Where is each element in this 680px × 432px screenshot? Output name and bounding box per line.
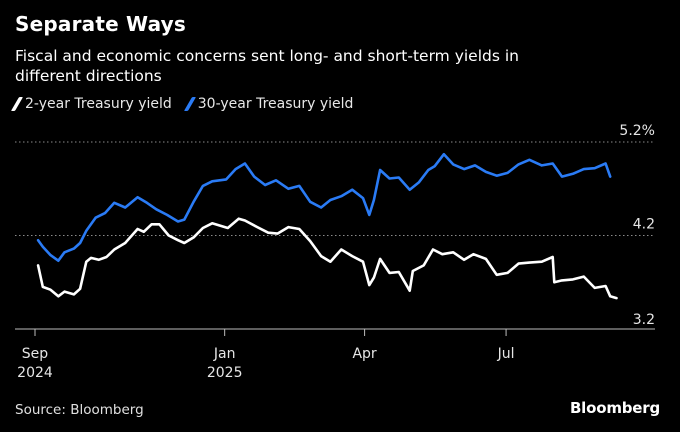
- x-tick-label-2: Apr: [352, 346, 376, 362]
- x-tick-label-1: Jan: [213, 346, 236, 362]
- x-tick-label-3: Jul: [497, 346, 515, 362]
- bloomberg-logo: Bloomberg: [569, 399, 660, 417]
- y-tick-label-1: 4.2: [633, 217, 655, 233]
- series-line-2-year: [36, 217, 618, 300]
- x-tick-year-1: 2025: [207, 365, 243, 381]
- x-tick-label-0: Sep: [22, 346, 49, 362]
- y-tick-label-0: 5.2%: [619, 123, 655, 139]
- legend-item-30-year: 30-year Treasury yield: [183, 96, 354, 112]
- y-tick-label-2: 3.2: [633, 312, 655, 328]
- y-axis-labels: 5.2% 4.2 3.2: [619, 123, 655, 328]
- chart-subtitle: Fiscal and economic concerns sent long- …: [15, 47, 519, 85]
- legend-label-30-year: 30-year Treasury yield: [197, 96, 354, 112]
- grid-layer: [15, 141, 655, 330]
- source-note: Source: Bloomberg: [15, 402, 144, 418]
- chart-title: Separate Ways: [15, 12, 186, 36]
- series-line-30-year: [36, 152, 612, 262]
- legend-item-2-year: 2-year Treasury yield: [10, 96, 172, 112]
- chart-legend: 2-year Treasury yield 30-year Treasury y…: [10, 96, 369, 112]
- series-layer: [36, 152, 618, 300]
- legend-label-2-year: 2-year Treasury yield: [25, 96, 172, 112]
- x-axis: Sep 2024 Jan 2025 Apr Jul: [17, 329, 515, 381]
- x-tick-year-0: 2024: [17, 365, 53, 381]
